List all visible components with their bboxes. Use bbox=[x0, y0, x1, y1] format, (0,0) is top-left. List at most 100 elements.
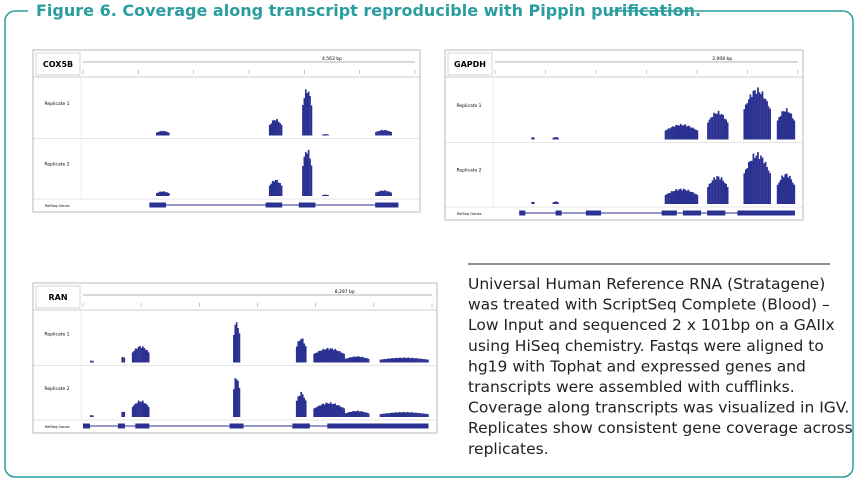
exon bbox=[135, 423, 150, 429]
coverage bbox=[381, 359, 383, 363]
coverage bbox=[723, 182, 726, 204]
coverage bbox=[379, 359, 382, 363]
coverage bbox=[363, 357, 365, 363]
coverage bbox=[366, 358, 368, 363]
coverage bbox=[390, 358, 392, 363]
coverage bbox=[137, 346, 140, 363]
coverage bbox=[329, 348, 332, 363]
coverage bbox=[367, 413, 370, 417]
coverage bbox=[409, 358, 411, 363]
coverage bbox=[707, 187, 709, 204]
coverage bbox=[778, 182, 781, 204]
coverage bbox=[782, 177, 785, 204]
coverage bbox=[404, 412, 407, 417]
coverage bbox=[142, 346, 144, 363]
coverage bbox=[268, 185, 271, 196]
coverage bbox=[664, 194, 667, 204]
caption-line: was treated with ScriptSeq Complete (Blo… bbox=[468, 296, 830, 314]
coverage bbox=[714, 179, 717, 204]
coverage bbox=[316, 352, 319, 363]
coverage bbox=[427, 359, 429, 363]
coverage bbox=[415, 358, 417, 363]
caption: Universal Human Reference RNA (Stratagen… bbox=[468, 275, 853, 458]
coverage bbox=[323, 134, 326, 136]
track-label: Replicate 1 bbox=[44, 101, 69, 107]
exon bbox=[265, 202, 283, 208]
coverage bbox=[304, 151, 307, 196]
coverage bbox=[146, 350, 149, 363]
coverage bbox=[273, 181, 276, 196]
coverage bbox=[400, 357, 403, 363]
coverage bbox=[164, 192, 167, 196]
coverage bbox=[382, 413, 385, 417]
coverage bbox=[235, 322, 238, 363]
coverage bbox=[238, 387, 241, 417]
coverage bbox=[397, 358, 400, 363]
coverage bbox=[667, 128, 670, 140]
coverage bbox=[358, 411, 361, 417]
coverage bbox=[375, 192, 377, 196]
coverage bbox=[696, 194, 699, 204]
coverage bbox=[681, 125, 684, 140]
coverage bbox=[344, 358, 347, 363]
coverage bbox=[744, 169, 747, 204]
coverage bbox=[381, 190, 383, 196]
coverage bbox=[352, 410, 355, 417]
coverage bbox=[274, 120, 277, 136]
coverage bbox=[760, 155, 762, 204]
coverage bbox=[322, 403, 325, 417]
coverage bbox=[696, 130, 699, 140]
coverage bbox=[384, 190, 386, 196]
coverage bbox=[270, 123, 273, 136]
coverage bbox=[555, 201, 558, 204]
coverage bbox=[360, 411, 362, 417]
coverage bbox=[133, 404, 135, 417]
coverage bbox=[767, 170, 770, 204]
coverage bbox=[664, 130, 667, 140]
coverage bbox=[158, 131, 161, 136]
coverage bbox=[717, 110, 720, 140]
coverage bbox=[334, 348, 336, 363]
coverage bbox=[387, 413, 389, 417]
coverage bbox=[755, 93, 758, 140]
gene-name: COX5B bbox=[43, 60, 73, 69]
coverage bbox=[317, 351, 320, 363]
coverage bbox=[280, 124, 283, 136]
coverage bbox=[716, 176, 718, 204]
coverage bbox=[779, 116, 782, 140]
coverage bbox=[404, 357, 407, 363]
coverage bbox=[353, 356, 356, 363]
coverage bbox=[764, 98, 767, 140]
coverage bbox=[394, 358, 397, 363]
exon bbox=[298, 202, 316, 208]
coverage bbox=[347, 357, 350, 363]
coverage bbox=[329, 402, 332, 417]
annotation-label: RefSeq Genes bbox=[45, 204, 70, 208]
coverage bbox=[751, 160, 753, 204]
coverage bbox=[776, 120, 779, 140]
coverage bbox=[358, 356, 361, 363]
scale-label: 8,297 bp bbox=[335, 289, 355, 295]
coverage bbox=[748, 99, 750, 140]
coverage bbox=[760, 94, 762, 140]
coverage bbox=[424, 359, 426, 363]
coverage bbox=[164, 131, 167, 136]
coverage bbox=[347, 412, 350, 417]
coverage bbox=[270, 183, 273, 196]
coverage bbox=[147, 406, 150, 417]
coverage bbox=[766, 166, 768, 204]
coverage bbox=[390, 412, 392, 417]
coverage bbox=[673, 190, 676, 204]
coverage bbox=[769, 173, 771, 204]
coverage bbox=[306, 93, 309, 136]
coverage bbox=[277, 182, 280, 196]
coverage bbox=[752, 153, 755, 204]
coverage bbox=[793, 184, 796, 204]
coverage bbox=[720, 177, 723, 204]
gene-box bbox=[35, 52, 81, 76]
coverage bbox=[340, 352, 342, 363]
coverage bbox=[376, 131, 379, 136]
coverage bbox=[314, 352, 317, 363]
coverage bbox=[531, 201, 534, 204]
coverage bbox=[140, 347, 143, 363]
